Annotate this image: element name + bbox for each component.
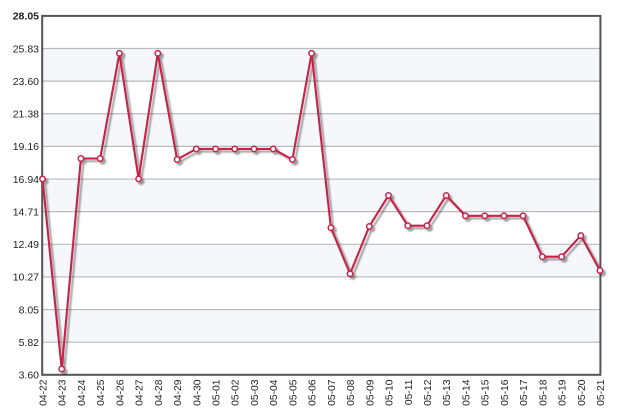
svg-text:19.16: 19.16	[13, 141, 39, 153]
svg-text:04-25: 04-25	[96, 379, 107, 406]
svg-text:05-01: 05-01	[212, 379, 223, 406]
svg-text:05-20: 05-20	[577, 379, 588, 406]
svg-text:21.38: 21.38	[13, 109, 39, 121]
svg-text:05-02: 05-02	[231, 379, 242, 406]
svg-text:05-16: 05-16	[500, 379, 511, 406]
svg-text:04-29: 04-29	[173, 379, 184, 406]
svg-text:05-09: 05-09	[365, 379, 376, 406]
svg-text:05-17: 05-17	[519, 379, 530, 406]
svg-text:05-14: 05-14	[461, 379, 472, 406]
svg-text:05-03: 05-03	[250, 379, 261, 406]
svg-text:16.94: 16.94	[13, 174, 39, 186]
svg-text:05-07: 05-07	[327, 379, 338, 406]
svg-text:04-27: 04-27	[135, 379, 146, 406]
svg-text:05-18: 05-18	[538, 379, 549, 406]
svg-text:05-13: 05-13	[442, 379, 453, 406]
svg-text:23.60: 23.60	[13, 76, 39, 88]
svg-text:05-06: 05-06	[308, 379, 319, 406]
svg-text:05-21: 05-21	[596, 379, 607, 406]
svg-text:05-19: 05-19	[558, 379, 569, 406]
svg-text:04-24: 04-24	[77, 379, 88, 406]
svg-text:04-22: 04-22	[39, 379, 50, 406]
svg-text:04-26: 04-26	[115, 379, 126, 406]
svg-text:14.71: 14.71	[13, 206, 39, 218]
svg-text:04-28: 04-28	[154, 379, 165, 406]
svg-text:10.27: 10.27	[13, 272, 39, 284]
svg-text:8.05: 8.05	[19, 304, 40, 316]
svg-text:3.60: 3.60	[19, 370, 40, 382]
svg-text:05-08: 05-08	[346, 379, 357, 406]
svg-text:05-04: 05-04	[269, 379, 280, 406]
svg-text:05-12: 05-12	[423, 379, 434, 406]
svg-text:04-30: 04-30	[192, 379, 203, 406]
svg-text:05-11: 05-11	[404, 379, 415, 405]
svg-text:5.82: 5.82	[19, 337, 40, 349]
svg-text:05-15: 05-15	[481, 379, 492, 406]
svg-text:04-23: 04-23	[58, 379, 69, 406]
svg-text:25.83: 25.83	[13, 43, 39, 55]
svg-text:12.49: 12.49	[13, 239, 39, 251]
svg-text:05-05: 05-05	[288, 379, 299, 406]
svg-text:28.05: 28.05	[13, 11, 39, 23]
svg-text:05-10: 05-10	[385, 379, 396, 406]
